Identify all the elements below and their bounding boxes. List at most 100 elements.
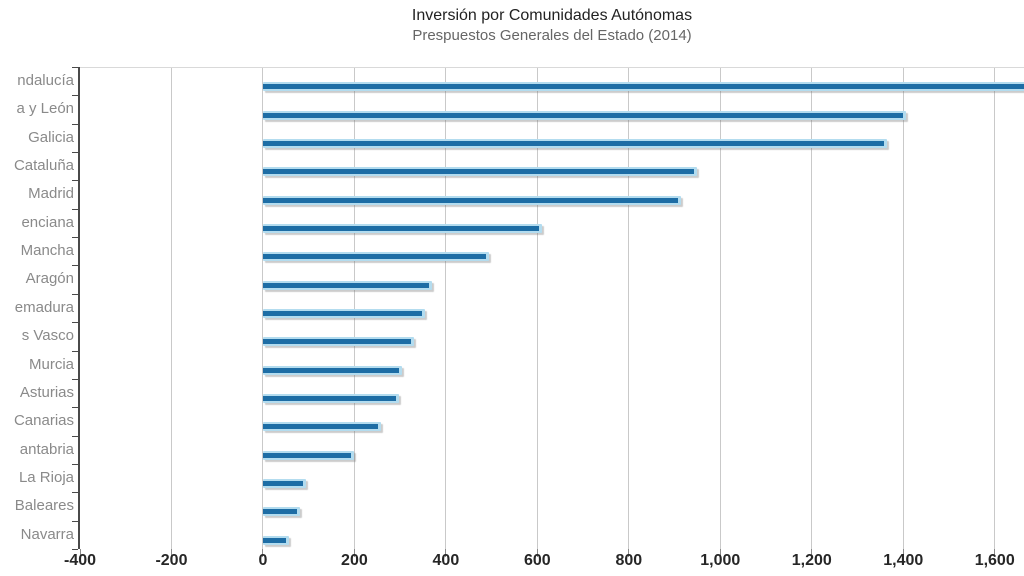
x-tick-400 (445, 549, 447, 557)
gridline-1,000 (719, 68, 721, 550)
bar-core (262, 169, 695, 175)
bar-8 (262, 280, 433, 290)
y-label-3: Galicia (28, 128, 74, 146)
y-label-6: enciana (21, 213, 74, 231)
bar-4 (262, 167, 698, 177)
bar-10 (262, 337, 414, 347)
bar-core (262, 225, 539, 231)
y-tick (72, 152, 78, 154)
bar-6 (262, 223, 542, 233)
y-label-16: Baleares (14, 497, 74, 515)
bar-core (262, 254, 487, 260)
x-label--200: -200 (155, 552, 188, 569)
bar-core (262, 311, 423, 316)
x-label-1,200: 1,200 (791, 552, 832, 569)
x-tick-600 (536, 549, 538, 557)
y-axis-line (78, 67, 80, 549)
bar-core (262, 140, 885, 146)
bar-13 (262, 422, 381, 432)
gridline-400 (445, 68, 447, 550)
y-label-9: emadura (14, 298, 74, 316)
chart-title: Inversión por Comunidades Autónomas (411, 7, 693, 24)
gridline-1,600 (994, 68, 996, 550)
x-tick--400 (79, 549, 81, 557)
x-tick-1,200 (811, 549, 813, 557)
gridline-1,400 (902, 68, 904, 550)
bar-16 (262, 507, 300, 517)
bar-core (262, 112, 903, 118)
y-tick (72, 180, 78, 182)
bar-core (262, 282, 430, 288)
bar-core (262, 424, 378, 430)
bar-7 (262, 252, 490, 262)
bar-11 (262, 365, 403, 375)
y-label-10: s Vasco (21, 327, 74, 345)
y-tick (72, 67, 78, 68)
plot-area (80, 67, 1024, 550)
bar-core (262, 452, 352, 458)
x-tick-1,600 (994, 549, 996, 557)
x-tick-800 (628, 549, 630, 557)
y-tick (72, 407, 78, 409)
x-tick-1,400 (902, 549, 904, 557)
y-label-15: La Rioja (18, 468, 74, 486)
y-label-14: antabria (19, 440, 74, 458)
chart-subtitle: Prespuestos Generales del Estado (2014) (412, 27, 692, 44)
bar-5 (262, 195, 682, 205)
y-tick (72, 322, 78, 324)
x-label-0: 0 (258, 552, 268, 569)
y-tick (72, 265, 78, 267)
bar-15 (262, 479, 307, 489)
x-label-1,400: 1,400 (883, 552, 924, 569)
y-tick (72, 123, 78, 125)
x-label-800: 800 (615, 552, 643, 569)
y-label-11: Murcia (28, 355, 74, 373)
y-label-1: ndalucía (17, 72, 74, 89)
bar-core (262, 537, 286, 543)
y-tick (72, 350, 78, 352)
x-tick-0 (262, 549, 264, 557)
x-label-600: 600 (524, 552, 551, 569)
gridline-1,200 (811, 68, 813, 550)
x-tick-200 (353, 549, 355, 557)
bar-core (262, 509, 297, 515)
y-tick (72, 237, 78, 239)
y-label-8: Aragón (25, 270, 74, 288)
y-tick (72, 549, 78, 550)
y-label-17: Navarra (20, 525, 74, 543)
x-label-200: 200 (341, 552, 368, 569)
bar-14 (262, 450, 355, 460)
gridline-600 (536, 68, 538, 550)
gridline-800 (628, 68, 630, 550)
bar-core (262, 481, 304, 487)
y-tick (72, 378, 78, 380)
y-label-4: Cataluña (13, 157, 74, 175)
bar-2 (262, 110, 906, 120)
y-tick (72, 293, 78, 295)
y-label-2: a y León (16, 100, 74, 118)
bar-9 (262, 309, 426, 318)
gridline--200 (170, 68, 172, 550)
bar-1 (262, 82, 1024, 92)
y-label-13: Canarias (13, 412, 74, 430)
bar-core (262, 197, 679, 203)
y-label-7: Mancha (20, 242, 74, 260)
y-label-12: Asturias (19, 383, 74, 401)
y-label-5: Madrid (28, 185, 74, 203)
bar-core (262, 339, 411, 345)
x-tick--200 (170, 549, 172, 557)
bar-core (262, 84, 1024, 90)
y-tick (72, 520, 78, 522)
x-label-1,000: 1,000 (700, 552, 741, 569)
y-tick (72, 492, 78, 494)
y-tick (72, 463, 78, 465)
bar-12 (262, 394, 399, 404)
bar-core (262, 396, 396, 402)
y-tick (72, 208, 78, 210)
x-tick-1,000 (719, 549, 721, 557)
x-label-400: 400 (432, 552, 460, 569)
y-tick (72, 95, 78, 97)
bar-core (262, 367, 400, 373)
bar-3 (262, 138, 888, 148)
